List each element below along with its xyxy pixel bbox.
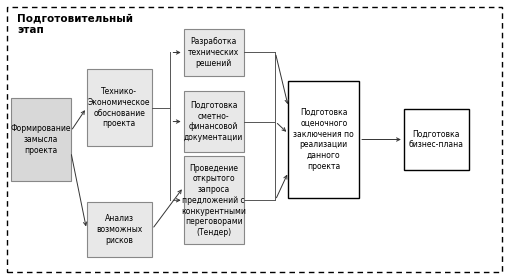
Bar [183, 29, 244, 76]
Text: Подготовительный
этап: Подготовительный этап [17, 14, 133, 35]
Bar [86, 202, 152, 257]
Bar [183, 156, 244, 244]
Bar [288, 81, 359, 198]
Text: Проведение
открытого
запроса
предложений с
конкурентными
переговорами
(Тендер): Проведение открытого запроса предложений… [181, 163, 246, 237]
Bar [11, 98, 71, 181]
Bar [404, 109, 469, 170]
Text: Формирование
замысла
проекта: Формирование замысла проекта [11, 124, 71, 155]
Text: Подготовка
оценочного
заключения по
реализации
данного
проекта: Подготовка оценочного заключения по реал… [294, 108, 354, 171]
Text: Технико-
Экономическое
обоснование
проекта: Технико- Экономическое обоснование проек… [88, 87, 151, 128]
Text: Подготовка
сметно-
финансовой
документации: Подготовка сметно- финансовой документац… [184, 101, 243, 142]
Bar [86, 69, 152, 146]
Text: Подготовка
бизнес-плана: Подготовка бизнес-плана [409, 130, 464, 149]
Text: Анализ
возможных
рисков: Анализ возможных рисков [96, 214, 142, 244]
Bar [183, 91, 244, 152]
Text: Разработка
технических
решений: Разработка технических решений [188, 37, 239, 68]
